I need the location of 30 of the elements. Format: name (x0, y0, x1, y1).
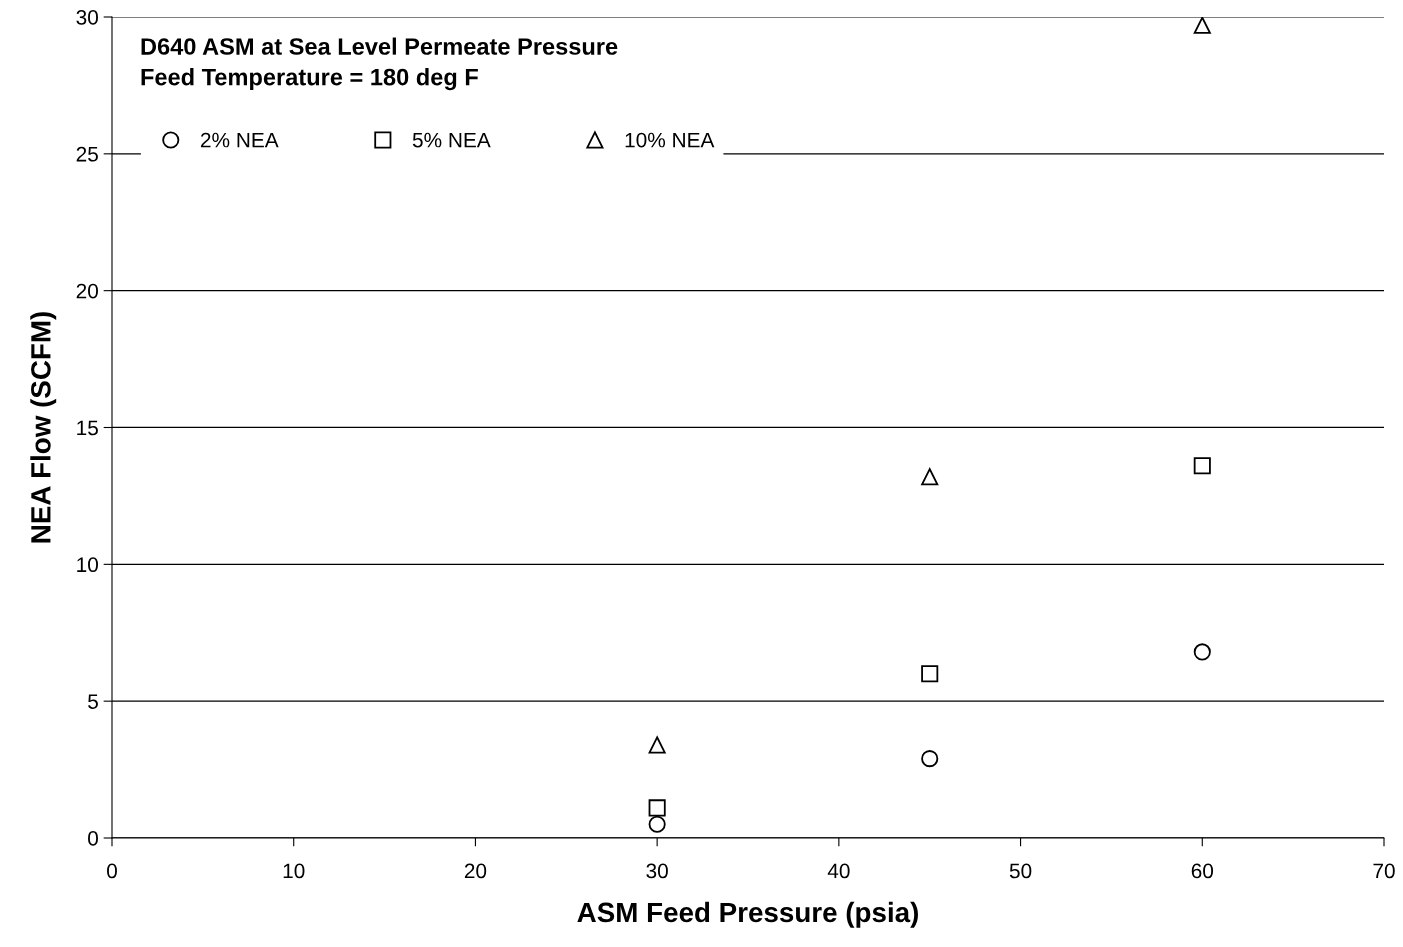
y-axis-title: NEA Flow (SCFM) (30, 312, 57, 543)
y-tick-label: 30 (76, 10, 98, 25)
point (921, 750, 939, 768)
x-tick-label: 0 (107, 863, 117, 879)
y-tick-label: 20 (76, 283, 98, 299)
y-tick-label: 0 (88, 831, 98, 846)
y-tick-label: 15 (77, 420, 98, 436)
point (1193, 457, 1211, 475)
legend-label: 10% NEA (625, 132, 715, 148)
legend-label: 5% NEA (412, 132, 491, 148)
x-tick-label: 70 (1373, 863, 1395, 879)
point (648, 736, 666, 754)
point (648, 799, 666, 817)
x-tick-label: 20 (464, 863, 487, 879)
y-tick-label: 25 (76, 146, 98, 162)
x-tick-label: 40 (827, 863, 850, 879)
x-axis-title: ASM Feed Pressure (psia) (577, 901, 918, 928)
y-tick-label: 5 (88, 694, 98, 709)
x-tick-label: 30 (646, 863, 668, 879)
point (648, 815, 666, 833)
text: D640 ASM at Sea Level Permeate Pressure Feed Temperature = 180 deg F (141, 37, 618, 91)
point (921, 468, 939, 486)
legend-label: 2% NEA (200, 132, 279, 148)
y-tick-label: 10 (77, 557, 98, 573)
x-tick-label: 60 (1191, 863, 1214, 879)
point (1193, 17, 1211, 34)
x-tick-label: 50 (1009, 863, 1032, 879)
point (921, 665, 939, 683)
x-tick-label: 10 (283, 863, 305, 879)
point (1193, 643, 1211, 661)
